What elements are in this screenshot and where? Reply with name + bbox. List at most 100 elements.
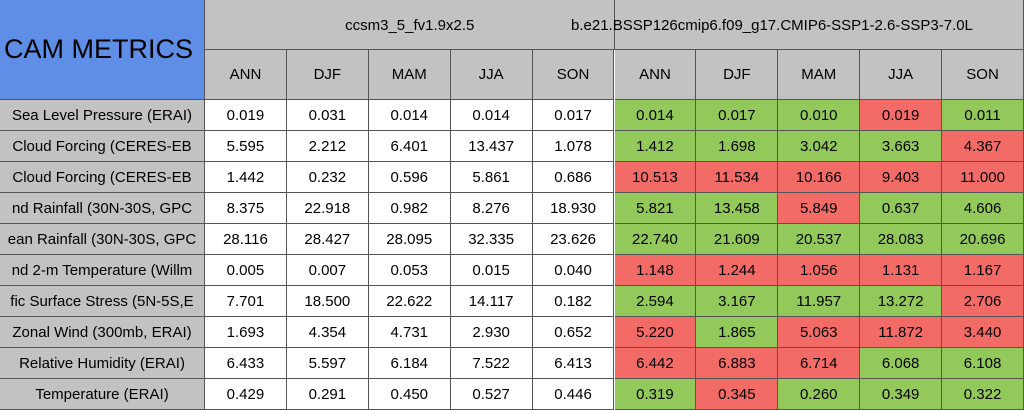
group-header (614, 0, 1024, 50)
metric-value: 11.534 (696, 162, 779, 193)
metric-value: 0.182 (532, 286, 615, 317)
metric-value: 0.527 (450, 379, 533, 410)
metric-value: 28.095 (368, 224, 451, 255)
metric-value: 6.068 (860, 348, 943, 379)
metric-value: 0.015 (450, 255, 533, 286)
row-label: nd Rainfall (30N-30S, GPC (0, 193, 205, 224)
metric-value: 3.440 (942, 317, 1024, 348)
metric-value: 2.930 (450, 317, 533, 348)
metric-value: 0.014 (450, 100, 533, 131)
season-header: JJA (450, 50, 533, 100)
metric-value: 32.335 (450, 224, 533, 255)
metric-value: 0.007 (286, 255, 369, 286)
metric-value: 2.706 (942, 286, 1024, 317)
metric-value: 4.606 (942, 193, 1024, 224)
metric-value: 22.622 (368, 286, 451, 317)
row-label: Cloud Forcing (CERES-EB (0, 162, 205, 193)
metric-value: 3.042 (778, 131, 861, 162)
metric-value: 10.513 (614, 162, 697, 193)
metric-value: 4.354 (286, 317, 369, 348)
metric-value: 0.031 (286, 100, 369, 131)
metric-value: 13.437 (450, 131, 533, 162)
season-header: MAM (778, 50, 861, 100)
metric-value: 5.849 (778, 193, 861, 224)
metric-value: 0.019 (205, 100, 287, 131)
metric-value: 5.821 (614, 193, 697, 224)
metric-value: 0.686 (532, 162, 615, 193)
metric-value: 5.595 (205, 131, 287, 162)
metric-value: 22.740 (614, 224, 697, 255)
metric-value: 0.053 (368, 255, 451, 286)
metric-value: 18.930 (532, 193, 615, 224)
metric-value: 21.609 (696, 224, 779, 255)
metric-value: 7.701 (205, 286, 287, 317)
metric-value: 4.367 (942, 131, 1024, 162)
metric-value: 0.017 (696, 100, 779, 131)
metric-value: 5.220 (614, 317, 697, 348)
metric-value: 0.652 (532, 317, 615, 348)
metric-value: 1.148 (614, 255, 697, 286)
season-header: DJF (696, 50, 779, 100)
metric-value: 0.982 (368, 193, 451, 224)
metric-value: 0.019 (860, 100, 943, 131)
metric-value: 1.244 (696, 255, 779, 286)
metric-value: 6.883 (696, 348, 779, 379)
metric-value: 0.637 (860, 193, 943, 224)
metric-value: 13.458 (696, 193, 779, 224)
metric-value: 0.450 (368, 379, 451, 410)
metric-value: 0.005 (205, 255, 287, 286)
row-label: Cloud Forcing (CERES-EB (0, 131, 205, 162)
season-header: JJA (860, 50, 943, 100)
metric-value: 1.078 (532, 131, 615, 162)
metric-value: 1.412 (614, 131, 697, 162)
metric-value: 0.446 (532, 379, 615, 410)
group-label: b.e21.BSSP126cmip6.f09_g17.CMIP6-SSP1-2.… (571, 16, 973, 34)
row-label: Relative Humidity (ERAI) (0, 348, 205, 379)
metric-value: 0.349 (860, 379, 943, 410)
row-label: ean Rainfall (30N-30S, GPC (0, 224, 205, 255)
season-header: SON (532, 50, 615, 100)
metric-value: 0.014 (368, 100, 451, 131)
metric-value: 1.865 (696, 317, 779, 348)
metric-value: 6.433 (205, 348, 287, 379)
metric-value: 11.872 (860, 317, 943, 348)
season-header: MAM (368, 50, 451, 100)
metric-value: 20.537 (778, 224, 861, 255)
metric-value: 28.116 (205, 224, 287, 255)
metric-value: 0.291 (286, 379, 369, 410)
metric-value: 3.167 (696, 286, 779, 317)
metric-value: 9.403 (860, 162, 943, 193)
metric-value: 18.500 (286, 286, 369, 317)
metric-value: 1.442 (205, 162, 287, 193)
metric-value: 0.232 (286, 162, 369, 193)
metric-value: 28.083 (860, 224, 943, 255)
metric-value: 13.272 (860, 286, 943, 317)
metric-value: 2.594 (614, 286, 697, 317)
season-header: ANN (205, 50, 287, 100)
metric-value: 6.184 (368, 348, 451, 379)
metric-value: 8.276 (450, 193, 533, 224)
metric-value: 5.063 (778, 317, 861, 348)
metric-value: 10.166 (778, 162, 861, 193)
metric-value: 11.000 (942, 162, 1024, 193)
metric-value: 6.442 (614, 348, 697, 379)
metric-value: 5.597 (286, 348, 369, 379)
row-label: Zonal Wind (300mb, ERAI) (0, 317, 205, 348)
group-header (205, 0, 615, 50)
row-label: nd 2-m Temperature (Willm (0, 255, 205, 286)
metric-value: 1.056 (778, 255, 861, 286)
metric-value: 22.918 (286, 193, 369, 224)
row-label: Sea Level Pressure (ERAI) (0, 100, 205, 131)
metric-value: 0.429 (205, 379, 287, 410)
metric-value: 0.011 (942, 100, 1024, 131)
metric-value: 6.108 (942, 348, 1024, 379)
title-cell: CAM METRICS (0, 0, 205, 100)
metric-value: 1.698 (696, 131, 779, 162)
metric-value: 20.696 (942, 224, 1024, 255)
metric-value: 1.167 (942, 255, 1024, 286)
metric-value: 2.212 (286, 131, 369, 162)
metric-value: 6.714 (778, 348, 861, 379)
metric-value: 28.427 (286, 224, 369, 255)
metric-value: 8.375 (205, 193, 287, 224)
